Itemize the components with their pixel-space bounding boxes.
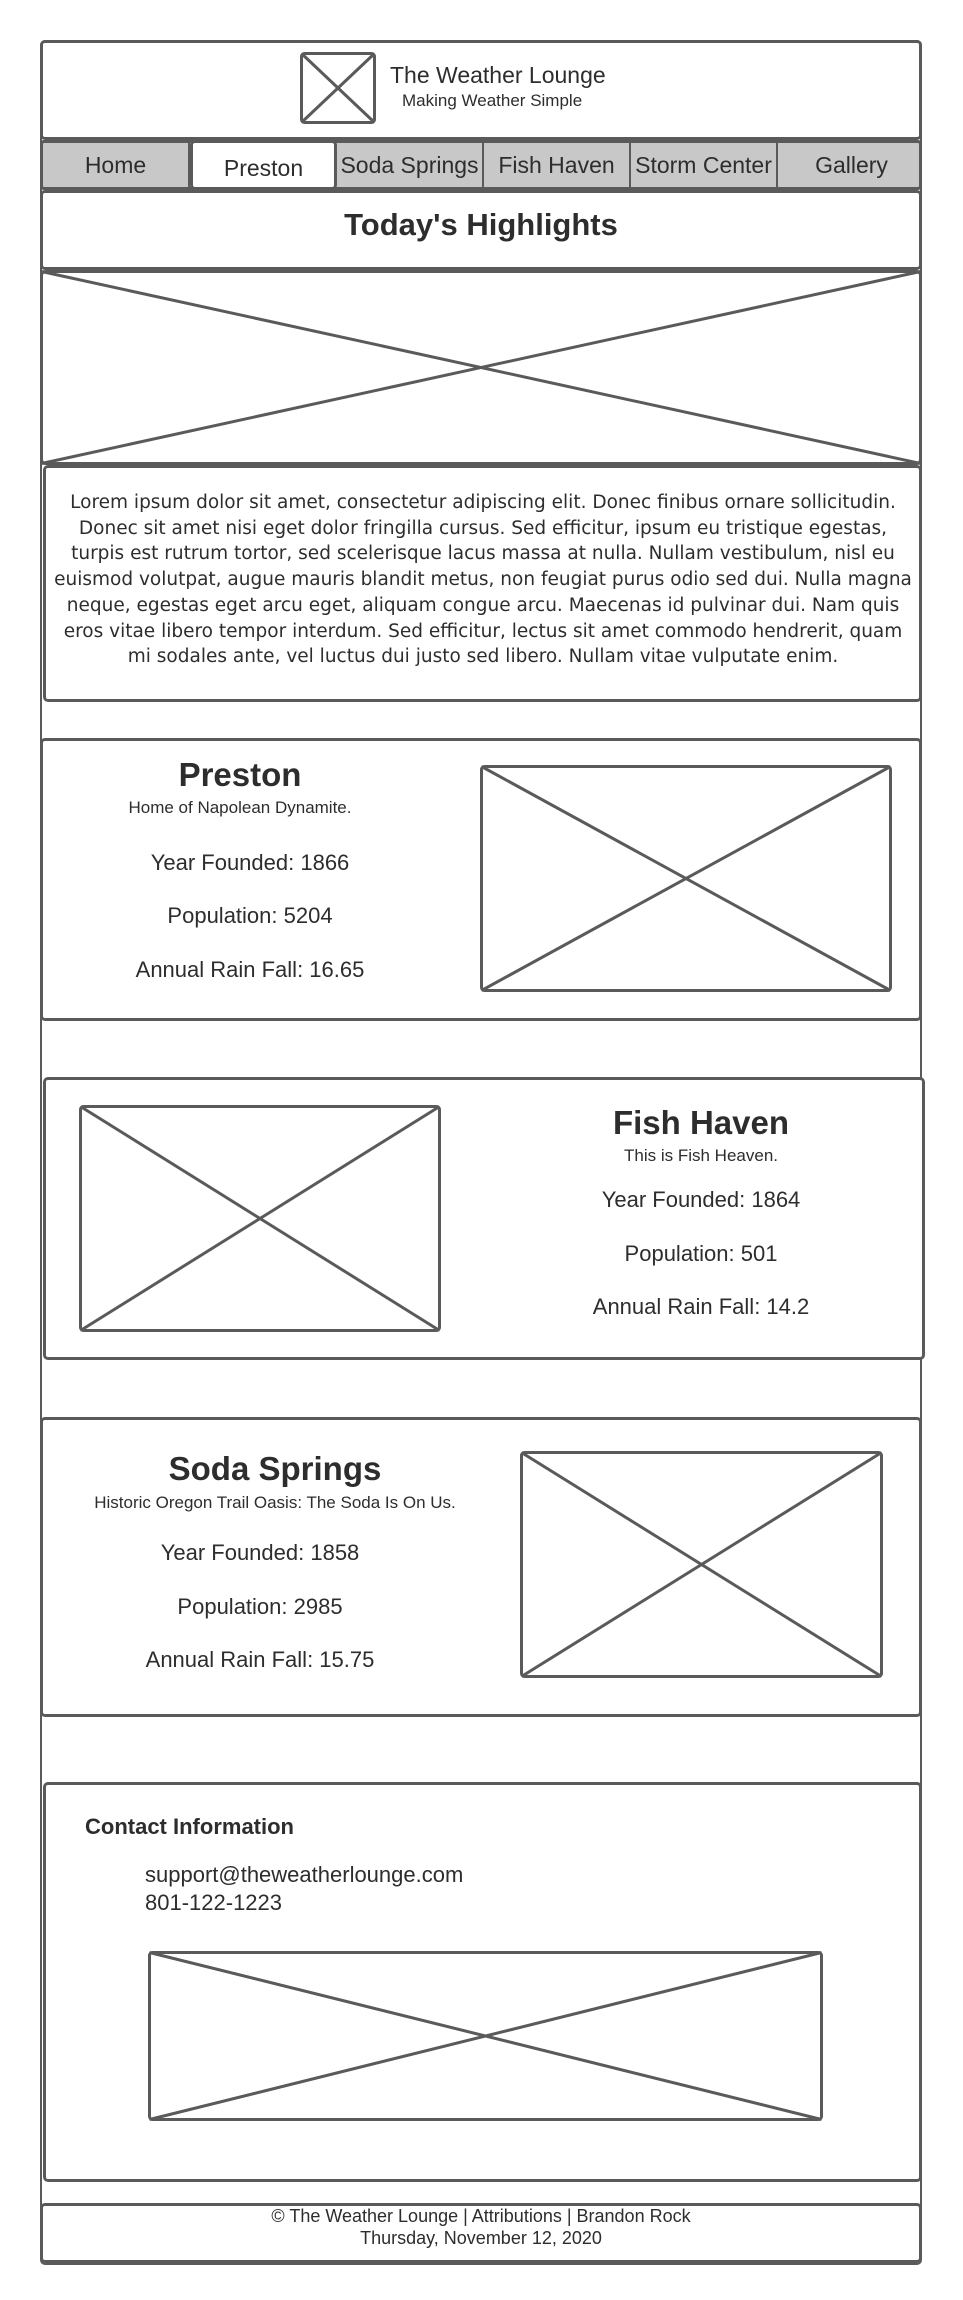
contact-heading: Contact Information xyxy=(85,1814,294,1839)
town-image-preston xyxy=(480,765,892,992)
contact-phone[interactable]: 801-122-1223 xyxy=(145,1890,283,1915)
highlights-title: Today's Highlights xyxy=(344,207,618,242)
nav-fish-haven[interactable]: Fish Haven xyxy=(484,143,631,187)
contact-card xyxy=(43,1782,922,2182)
town-card-fish-haven xyxy=(43,1077,925,1360)
site-title: The Weather Lounge xyxy=(390,62,606,88)
year-founded: Year Founded: 1858 xyxy=(160,1540,360,1565)
annual-rainfall: Annual Rain Fall: 14.2 xyxy=(592,1294,810,1319)
town-name: Preston xyxy=(178,756,302,793)
image-placeholder-icon xyxy=(148,1951,823,2121)
image-placeholder-icon xyxy=(300,52,376,124)
town-card-soda-springs xyxy=(40,1417,922,1717)
hero-image xyxy=(40,270,922,465)
year-founded: Year Founded: 1866 xyxy=(150,850,350,875)
site-logo[interactable] xyxy=(300,52,376,124)
population: Population: 2985 xyxy=(177,1594,343,1619)
footer-date: Thursday, November 12, 2020 xyxy=(360,2228,602,2248)
population: Population: 5204 xyxy=(167,903,333,928)
image-placeholder-icon xyxy=(520,1451,883,1678)
contact-email[interactable]: support@theweatherlounge.com xyxy=(145,1862,464,1887)
town-motto: Historic Oregon Trail Oasis: The Soda Is… xyxy=(94,1493,456,1512)
image-placeholder-icon xyxy=(40,270,922,465)
highlights-text-box xyxy=(43,465,922,702)
highlights-text: Lorem ipsum dolor sit amet, consectetur … xyxy=(54,492,912,668)
site-header xyxy=(40,40,922,140)
town-image-soda-springs xyxy=(520,1451,883,1678)
town-motto: Home of Napolean Dynamite. xyxy=(128,798,352,817)
population: Population: 501 xyxy=(624,1241,778,1266)
highlights-title-box xyxy=(40,190,922,270)
town-name: Soda Springs xyxy=(168,1450,382,1487)
map-image xyxy=(148,1951,823,2121)
site-tagline: Making Weather Simple xyxy=(402,91,583,110)
nav-preston[interactable]: Preston xyxy=(190,140,337,190)
town-motto: This is Fish Heaven. xyxy=(624,1146,778,1165)
nav-home[interactable]: Home xyxy=(43,143,190,187)
annual-rainfall: Annual Rain Fall: 15.75 xyxy=(145,1647,375,1672)
nav-gallery[interactable]: Gallery xyxy=(815,152,888,178)
town-image-fish-haven xyxy=(79,1105,441,1332)
nav-storm-center[interactable]: Storm Center xyxy=(631,143,778,187)
main-nav: Home Preston Soda Springs Fish Haven Sto… xyxy=(40,140,922,190)
image-placeholder-icon xyxy=(79,1105,441,1332)
site-footer xyxy=(40,2203,922,2263)
annual-rainfall: Annual Rain Fall: 16.65 xyxy=(135,957,365,982)
year-founded: Year Founded: 1864 xyxy=(601,1187,801,1212)
nav-soda-springs[interactable]: Soda Springs xyxy=(337,143,484,187)
town-name: Fish Haven xyxy=(612,1104,790,1141)
footer-attribution: © The Weather Lounge | Attributions | Br… xyxy=(271,2206,691,2226)
image-placeholder-icon xyxy=(480,765,892,992)
